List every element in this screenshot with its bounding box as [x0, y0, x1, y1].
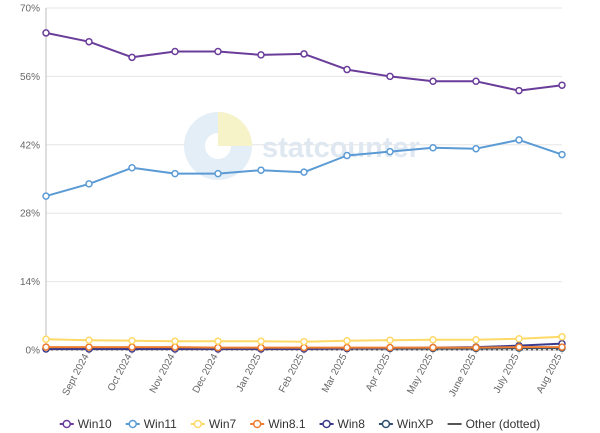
legend-marker-winxp: [381, 419, 391, 429]
legend-marker-win8: [322, 419, 331, 429]
data-point-win11: [343, 151, 351, 160]
data-point-win11: [171, 169, 179, 178]
data-point-win7: [558, 333, 566, 341]
data-point-win7: [128, 336, 136, 345]
x-tick-label: Mar 2025: [320, 352, 350, 395]
watermark-logo-wedge: [218, 112, 252, 146]
data-point-win11: [42, 192, 50, 200]
legend-marker-win10: [62, 419, 71, 429]
legend-label: Win10: [78, 417, 112, 431]
data-point-win7: [515, 335, 523, 343]
data-point-win7: [257, 337, 265, 345]
data-point-win11: [386, 147, 394, 156]
x-tick-label: June 2025: [447, 352, 479, 399]
data-point-win8-1: [257, 343, 265, 352]
data-point-win8-1: [42, 343, 50, 351]
data-point-win11: [214, 169, 222, 178]
x-tick-label: Dec 2024: [191, 352, 221, 395]
data-point-win8-1: [558, 343, 566, 351]
y-tick-label: 42%: [20, 140, 40, 151]
data-point-win10: [472, 77, 480, 86]
data-point-win8-1: [171, 343, 179, 351]
grid-lines: [46, 7, 562, 351]
data-point-win11: [515, 136, 523, 144]
data-point-win11: [300, 168, 308, 176]
legend: Win10 Win11 Win7 Win8.1 Win8 WinXP Other (dott…: [59, 417, 541, 431]
x-tick-label: Aug 2025: [535, 352, 565, 395]
data-point-win10: [128, 53, 136, 62]
legend-label: Win7: [209, 417, 237, 431]
x-tick-label: Oct 2024: [106, 352, 135, 393]
data-point-win10: [515, 86, 523, 95]
data-point-win7: [300, 337, 308, 346]
data-point-win11: [558, 150, 566, 159]
legend-label: Other (dotted): [466, 417, 541, 431]
data-point-win7: [171, 337, 179, 345]
data-point-win8-1: [386, 343, 394, 352]
legend-label: WinXP: [397, 417, 434, 431]
data-point-win7: [42, 335, 50, 344]
data-point-win7: [85, 336, 93, 344]
data-point-win8-1: [85, 343, 93, 351]
x-tick-label: Feb 2025: [277, 352, 307, 395]
y-tick-label: 0%: [26, 346, 41, 357]
data-point-win7: [472, 335, 480, 344]
legend-marker-win8-1: [252, 419, 262, 429]
watermark-text: statcounter: [262, 132, 420, 164]
data-point-win10: [85, 37, 93, 46]
y-tick-label: 28%: [20, 209, 40, 220]
data-point-win11: [128, 164, 136, 172]
data-point-win10: [343, 65, 351, 74]
series-lines: [42, 29, 566, 353]
data-point-win10: [429, 77, 437, 86]
data-point-win10: [214, 47, 222, 56]
x-axis-ticks: Sept 2024 Oct 2024 Nov 2024 Dec 2024 Jan 202…: [61, 350, 565, 399]
data-point-win7: [429, 335, 437, 344]
legend-marker-win11: [128, 419, 137, 429]
data-point-win10: [386, 72, 394, 81]
x-tick-label: Jan 2025: [235, 352, 264, 394]
data-point-win8-1: [214, 343, 222, 352]
axes: [45, 8, 562, 351]
legend-label: Win8: [338, 417, 366, 431]
data-point-win8-1: [515, 343, 523, 351]
data-point-win10: [300, 50, 308, 58]
y-tick-label: 56%: [20, 72, 40, 83]
y-tick-label: 70%: [20, 4, 40, 15]
x-tick-label: May 2025: [405, 352, 436, 396]
data-point-win11: [257, 166, 265, 174]
x-tick-label: Nov 2024: [148, 352, 178, 395]
x-tick-label: Sept 2024: [61, 352, 92, 398]
x-tick-label: July 2025: [492, 352, 522, 395]
legend-label: Win8.1: [268, 417, 306, 431]
data-point-win7: [214, 337, 222, 345]
data-point-win8-1: [472, 343, 480, 352]
data-point-win7: [386, 336, 394, 344]
data-point-win7: [343, 336, 351, 345]
data-point-win11: [429, 143, 437, 152]
data-point-win8-1: [128, 343, 136, 351]
series-line-win10: [45, 31, 563, 92]
data-point-win11: [472, 144, 480, 153]
data-point-win8-1: [343, 343, 351, 352]
data-point-win8-1: [429, 343, 437, 352]
legend-marker-win7: [193, 419, 203, 429]
data-point-win10: [42, 29, 50, 37]
legend-label: Win11: [144, 417, 177, 431]
data-point-win10: [257, 51, 265, 59]
x-tick-label: Apr 2025: [364, 352, 393, 393]
data-point-win10: [558, 81, 566, 89]
data-point-win10: [171, 47, 179, 56]
y-tick-label: 14%: [20, 277, 40, 288]
data-point-win8-1: [300, 343, 308, 352]
y-axis-ticks: 0% 14% 28% 42% 56% 70%: [20, 4, 40, 357]
data-point-win11: [85, 180, 93, 188]
